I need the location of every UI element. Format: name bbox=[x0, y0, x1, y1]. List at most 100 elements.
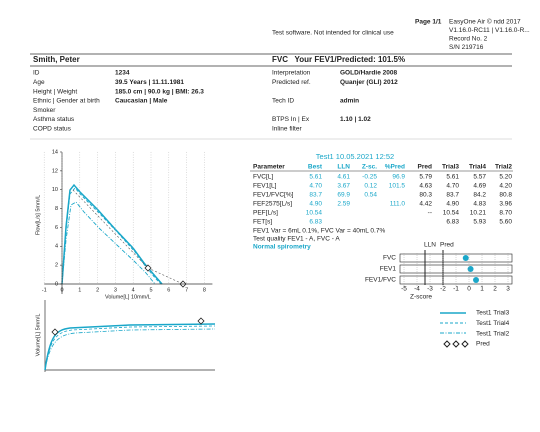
table-cell: 5.61 bbox=[309, 174, 322, 181]
field-value: Caucasian | Male bbox=[115, 98, 168, 105]
page-number: Page 1/1 bbox=[415, 19, 442, 26]
trial3-curve bbox=[44, 323, 216, 371]
field-label: Height | Weight bbox=[33, 88, 77, 95]
table-cell: -0.25 bbox=[362, 174, 377, 181]
trial2-curve bbox=[44, 328, 216, 371]
y-tick-label: 14 bbox=[52, 149, 58, 155]
x-tick-label: 0 bbox=[60, 287, 63, 293]
x-tick-label: -1 bbox=[42, 287, 47, 293]
z-row-label: FVC bbox=[383, 255, 396, 262]
table-cell: 5.93 bbox=[473, 219, 486, 226]
z-axis-label: Z-score bbox=[410, 294, 432, 301]
field-label: Interpretation bbox=[272, 70, 311, 77]
field-label: Inline filter bbox=[272, 126, 302, 133]
z-tick-label: 3 bbox=[506, 286, 510, 293]
column-header: Parameter bbox=[253, 164, 285, 171]
z-tick-label: -2 bbox=[440, 286, 446, 293]
z-row-label: FEV1/FVC bbox=[365, 277, 396, 284]
table-cell: 4.69 bbox=[473, 183, 486, 190]
x-tick-label: 2 bbox=[96, 287, 99, 293]
z-tick-label: -3 bbox=[427, 286, 433, 293]
note: Test quality FEV1 - A, FVC - A bbox=[253, 236, 340, 243]
table-cell: 4.70 bbox=[309, 183, 322, 190]
field-label: Smoker bbox=[33, 107, 56, 114]
field-label: Tech ID bbox=[272, 98, 294, 105]
pred-marker bbox=[51, 317, 205, 336]
field-label: Asthma status bbox=[33, 116, 75, 123]
x-tick-label: 5 bbox=[149, 287, 152, 293]
table-cell: 80.3 bbox=[419, 192, 432, 199]
y-tick-label: 12 bbox=[52, 168, 58, 174]
device-info: S/N 219716 bbox=[449, 44, 484, 51]
table-cell: 83.7 bbox=[309, 192, 322, 199]
z-row-label: FEV1 bbox=[380, 266, 397, 273]
flow-volume-curves bbox=[61, 183, 184, 285]
table-cell: FEV1/FVC[%] bbox=[253, 192, 294, 199]
table-cell: -- bbox=[428, 210, 432, 217]
field-value: 1234 bbox=[115, 70, 130, 77]
z-tick-label: 2 bbox=[493, 286, 497, 293]
table-cell: 2.59 bbox=[337, 201, 350, 208]
table-cell: 4.20 bbox=[499, 183, 512, 190]
legend-label: Test1 Trial3 bbox=[476, 310, 510, 317]
z-tick-label: 1 bbox=[480, 286, 484, 293]
x-tick-label: 4 bbox=[132, 287, 135, 293]
x-axis-label: Volume[L] 10mm/L bbox=[105, 294, 151, 300]
y-axis-label: Volume[L] 5mm/L bbox=[35, 314, 41, 357]
field-label: Ethnic | Gender at birth bbox=[33, 98, 100, 105]
table-cell: 8.70 bbox=[499, 210, 512, 217]
z-score-dot bbox=[467, 266, 474, 272]
x-tick-label: 7 bbox=[185, 287, 188, 293]
z-tick-label: -1 bbox=[453, 286, 459, 293]
table-cell: PEF[L/s] bbox=[253, 210, 278, 217]
pred-curve bbox=[72, 189, 184, 285]
table-cell: 5.79 bbox=[419, 174, 432, 181]
y-axis-label: Flow[L/s] 5mm/L bbox=[35, 195, 41, 235]
y-tick-label: 2 bbox=[55, 263, 58, 269]
disclaimer: Test software. Not intended for clinical… bbox=[272, 30, 394, 37]
z-tick-label: -5 bbox=[401, 286, 407, 293]
legend-label: Test1 Trial2 bbox=[476, 330, 510, 337]
field-value: Quanjer (GLI) 2012 bbox=[340, 79, 398, 86]
trial2-curve bbox=[61, 201, 156, 285]
legend-samples bbox=[440, 312, 469, 348]
y-tick-label: 4 bbox=[55, 244, 58, 250]
field-value: 185.0 cm | 90.0 kg | BMI: 26.3 bbox=[115, 88, 204, 95]
table-cell: 83.7 bbox=[446, 192, 459, 199]
field-value: 1.10 | 1.02 bbox=[340, 116, 371, 123]
table-cell: 101.5 bbox=[389, 183, 406, 190]
table-cell: 80.8 bbox=[499, 192, 512, 199]
table-cell: 5.20 bbox=[499, 174, 512, 181]
field-label: COPD status bbox=[33, 126, 72, 133]
table-title: Test1 10.05.2021 12:52 bbox=[316, 152, 394, 161]
table-cell: 6.83 bbox=[309, 219, 322, 226]
table-cell: 0.54 bbox=[364, 192, 377, 199]
patient-name: Smith, Peter bbox=[33, 55, 80, 64]
column-header: Trial4 bbox=[469, 164, 486, 171]
y-tick-label: 8 bbox=[55, 206, 58, 212]
table-cell: 0.12 bbox=[364, 183, 377, 190]
column-header: Best bbox=[308, 164, 323, 171]
table-cell: 5.61 bbox=[446, 174, 459, 181]
y-tick-label: 10 bbox=[52, 187, 58, 193]
z-score-dot bbox=[473, 277, 480, 283]
column-header: LLN bbox=[337, 164, 350, 171]
field-label: Predicted ref. bbox=[272, 79, 311, 86]
table-cell: 69.9 bbox=[337, 192, 350, 199]
table-cell: 4.61 bbox=[337, 174, 350, 181]
table-cell: 10.21 bbox=[470, 210, 487, 217]
table-cell: 4.90 bbox=[446, 201, 459, 208]
y-tick-label: 6 bbox=[55, 225, 58, 231]
x-tick-label: 6 bbox=[167, 287, 170, 293]
table-cell: 4.42 bbox=[419, 201, 432, 208]
field-value: GOLD/Hardie 2008 bbox=[340, 70, 397, 77]
summary: FVC Your FEV1/Predicted: 101.5% bbox=[272, 55, 405, 64]
note: FEV1 Var = 6mL 0.1%, FVC Var = 40mL 0.7% bbox=[253, 228, 385, 235]
z-score-dot bbox=[462, 255, 469, 261]
device-info: Record No. 2 bbox=[449, 36, 488, 43]
field-value: 39.5 Years | 11.11.1981 bbox=[115, 79, 184, 86]
pred-marker bbox=[144, 264, 187, 288]
table-cell: 3.67 bbox=[337, 183, 350, 190]
device-info: EasyOne Air © ndd 2017 bbox=[449, 18, 521, 26]
